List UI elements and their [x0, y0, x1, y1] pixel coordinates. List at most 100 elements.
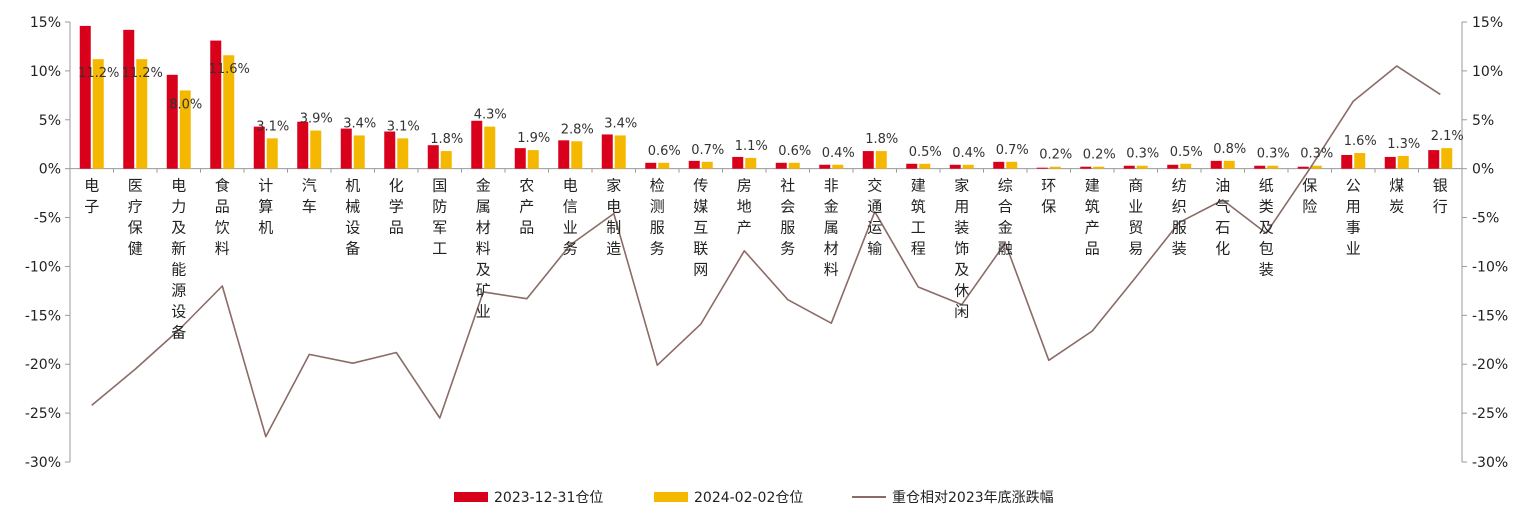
data-label: 1.1% — [735, 139, 768, 154]
category-label-char: 银 — [1433, 177, 1448, 195]
category-label-char: 材 — [476, 219, 491, 237]
data-label: 0.8% — [1213, 142, 1246, 157]
bar-2023-12-31 — [819, 165, 830, 169]
data-label: 0.2% — [1039, 148, 1072, 163]
category-label-char: 饰 — [954, 240, 969, 258]
right-tick-label: 0% — [1472, 162, 1494, 178]
category-label-char: 务 — [650, 240, 665, 258]
data-label: 3.4% — [343, 116, 376, 131]
category-label-char: 料 — [824, 261, 839, 279]
category-label-char: 互 — [693, 219, 708, 237]
category-label-char: 通 — [867, 198, 882, 216]
category-label-char: 服 — [1172, 219, 1187, 237]
right-tick-label: 15% — [1472, 15, 1503, 31]
category-label-char: 产 — [1085, 219, 1100, 237]
category-label-char: 品 — [1085, 240, 1100, 258]
bar-2023-12-31 — [1080, 167, 1091, 169]
legend-label: 2024-02-02仓位 — [694, 490, 803, 506]
bar-2023-12-31 — [776, 163, 787, 169]
category-label: 房地产 — [737, 177, 752, 237]
bar-2023-12-31 — [515, 148, 526, 169]
category-label-char: 饮 — [215, 219, 230, 237]
left-tick-label: -15% — [25, 308, 61, 324]
category-label-char: 备 — [345, 240, 360, 258]
data-label: 0.6% — [648, 144, 681, 159]
category-label-char: 汽 — [302, 177, 317, 195]
data-label: 0.4% — [822, 146, 855, 161]
category-label-char: 保 — [1041, 198, 1056, 216]
category-label-char: 环 — [1041, 177, 1056, 195]
data-label: 1.6% — [1344, 134, 1377, 149]
category-label-char: 能 — [171, 261, 186, 279]
bar-2023-12-31 — [993, 162, 1004, 169]
data-label: 1.8% — [430, 132, 463, 147]
data-label: 0.3% — [1300, 147, 1333, 162]
bar-2023-12-31 — [950, 165, 961, 169]
category-label-char: 设 — [345, 219, 360, 237]
category-label-char: 融 — [998, 240, 1013, 258]
left-tick-label: -10% — [25, 259, 61, 275]
category-label-char: 炭 — [1389, 198, 1404, 216]
data-label: 0.7% — [996, 143, 1029, 158]
category-label-char: 属 — [476, 198, 491, 216]
bar-2024-02-02 — [876, 151, 887, 169]
category-label-char: 筑 — [1085, 198, 1100, 216]
data-label: 0.7% — [691, 143, 724, 158]
category-label-char: 用 — [1346, 198, 1361, 216]
category-label-char: 织 — [1172, 198, 1187, 216]
bar-2024-02-02 — [310, 131, 321, 169]
bar-2024-02-02 — [354, 135, 365, 168]
bar-2023-12-31 — [384, 132, 395, 169]
category-label-char: 属 — [824, 219, 839, 237]
category-label-char: 纺 — [1172, 177, 1187, 195]
left-tick-label: -30% — [25, 455, 61, 471]
bar-2023-12-31 — [428, 145, 439, 168]
category-label-char: 及 — [171, 219, 186, 237]
category-label-char: 运 — [867, 219, 882, 237]
category-label-char: 材 — [824, 240, 839, 258]
bar-2024-02-02 — [1354, 153, 1365, 169]
left-tick-label: 10% — [30, 64, 61, 80]
category-label-char: 业 — [476, 303, 491, 321]
bar-2024-02-02 — [1093, 167, 1104, 169]
category-label-char: 装 — [1259, 261, 1274, 279]
category-label-char: 电 — [171, 177, 186, 195]
bar-2024-02-02 — [919, 164, 930, 169]
category-label-char: 易 — [1128, 240, 1143, 258]
bar-2023-12-31 — [1385, 157, 1396, 169]
bar-2023-12-31 — [1254, 166, 1265, 169]
bar-2024-02-02 — [789, 163, 800, 169]
category-label-char: 保 — [1302, 177, 1317, 195]
category-label-char: 及 — [1259, 219, 1274, 237]
data-label: 11.2% — [78, 66, 119, 81]
category-label-char: 新 — [171, 240, 186, 258]
category-label-char: 商 — [1128, 177, 1143, 195]
right-tick-label: 10% — [1472, 64, 1503, 80]
bar-2023-12-31 — [471, 121, 482, 169]
data-label: 0.5% — [909, 145, 942, 160]
category-label-char: 及 — [954, 261, 969, 279]
bar-2023-12-31 — [210, 41, 221, 169]
category-label-char: 造 — [606, 240, 621, 258]
bar-2024-02-02 — [615, 135, 626, 168]
data-label: 3.1% — [387, 119, 420, 134]
bar-2024-02-02 — [1050, 167, 1061, 169]
bar-2024-02-02 — [267, 138, 278, 168]
category-label-char: 力 — [171, 198, 186, 216]
data-label: 0.3% — [1257, 147, 1290, 162]
category-label: 银行 — [1433, 177, 1448, 216]
left-tick-label: -20% — [25, 357, 61, 373]
bar-2023-12-31 — [167, 75, 178, 169]
bar-2024-02-02 — [1137, 166, 1148, 169]
bar-2023-12-31 — [689, 161, 700, 169]
data-label: 8.0% — [169, 97, 202, 112]
